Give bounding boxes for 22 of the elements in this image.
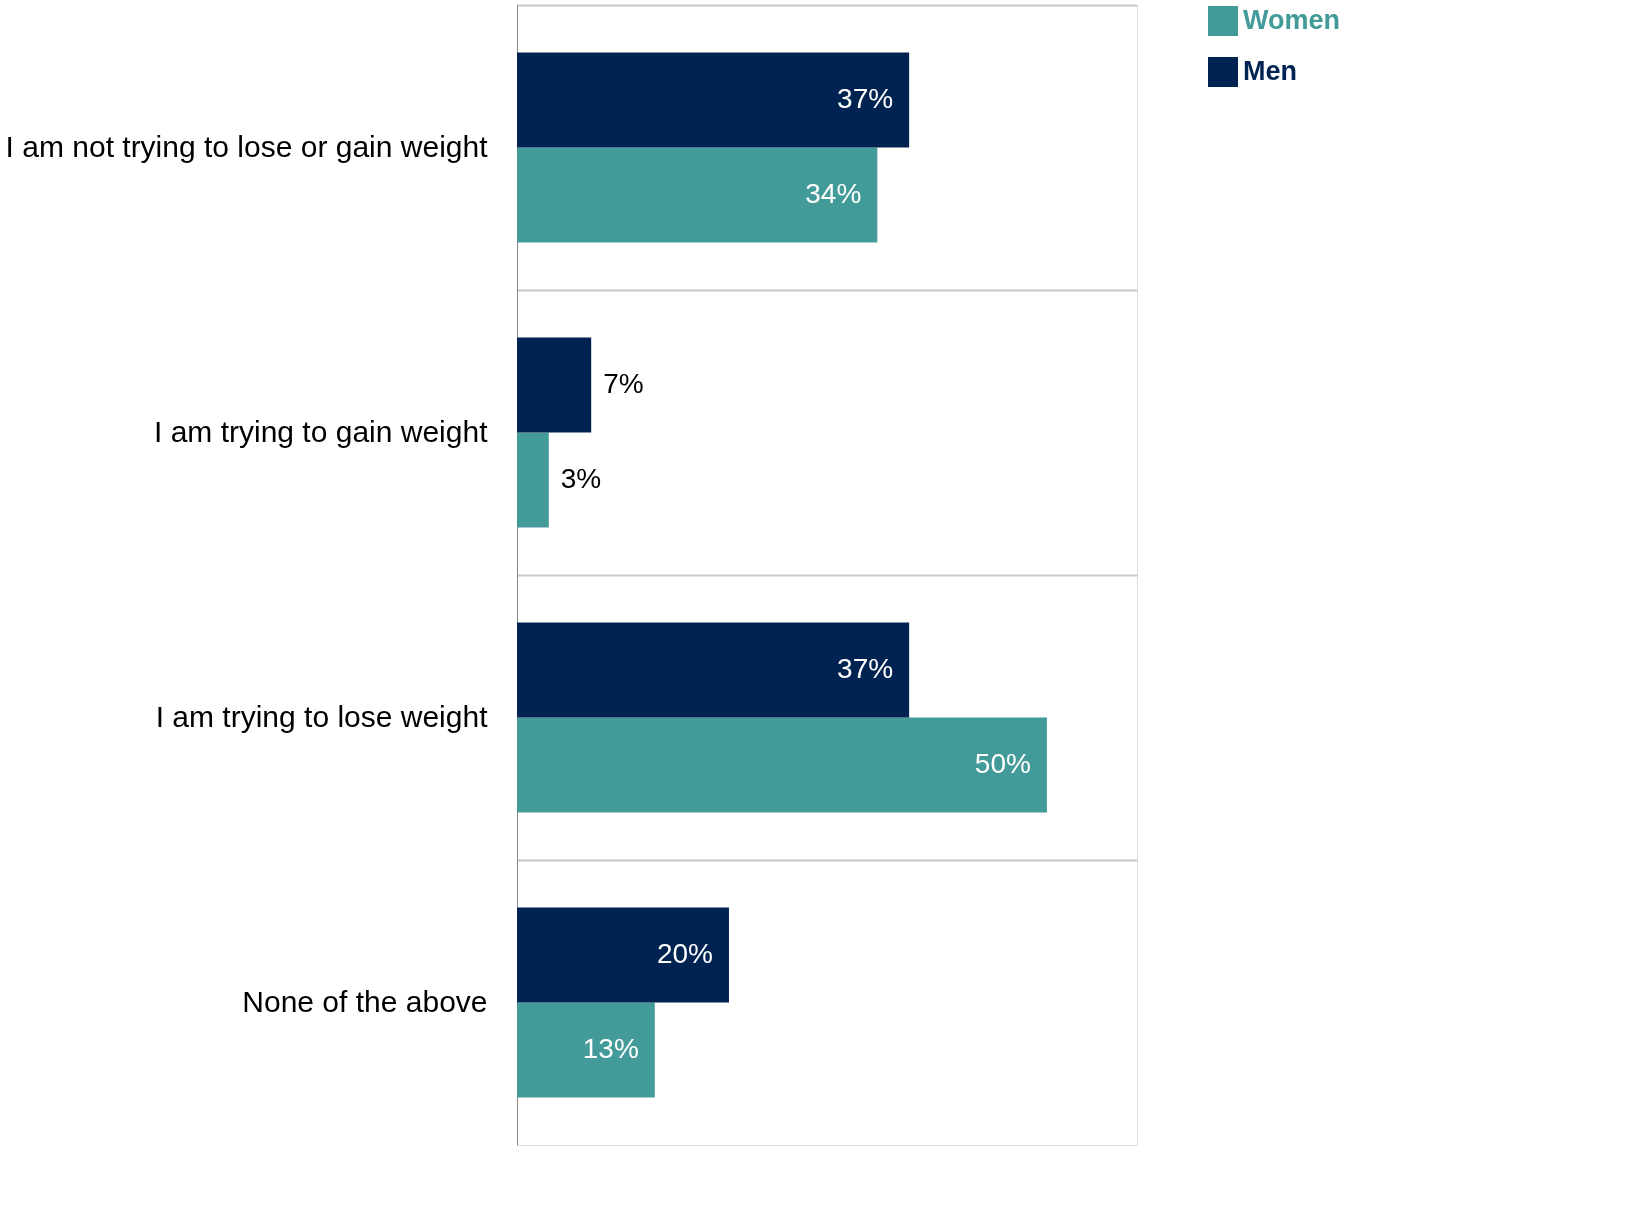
data-label: 34% [805,178,862,209]
data-label: 3% [560,463,602,494]
data-label: 7% [603,368,644,399]
bar [517,52,910,148]
legend-label: Men [1243,56,1297,86]
data-label: 13% [582,1033,639,1064]
bar [517,147,878,243]
data-label: 37% [837,653,894,684]
data-label: 20% [656,938,713,969]
bar [517,1002,655,1098]
bar [517,337,592,433]
y-tick-label: I am trying to lose weight [155,699,489,733]
bar [517,907,729,1003]
legend-label: Women [1243,5,1341,35]
bar [517,622,910,718]
y-tick-label: None of the above [242,984,488,1018]
data-label: 50% [974,748,1031,779]
bar [517,717,1047,813]
y-tick-label: I am not trying to lose or gain weight [5,129,489,163]
bar [517,432,549,528]
data-label: 37% [837,83,894,114]
y-tick-label: I am trying to gain weight [153,414,489,448]
